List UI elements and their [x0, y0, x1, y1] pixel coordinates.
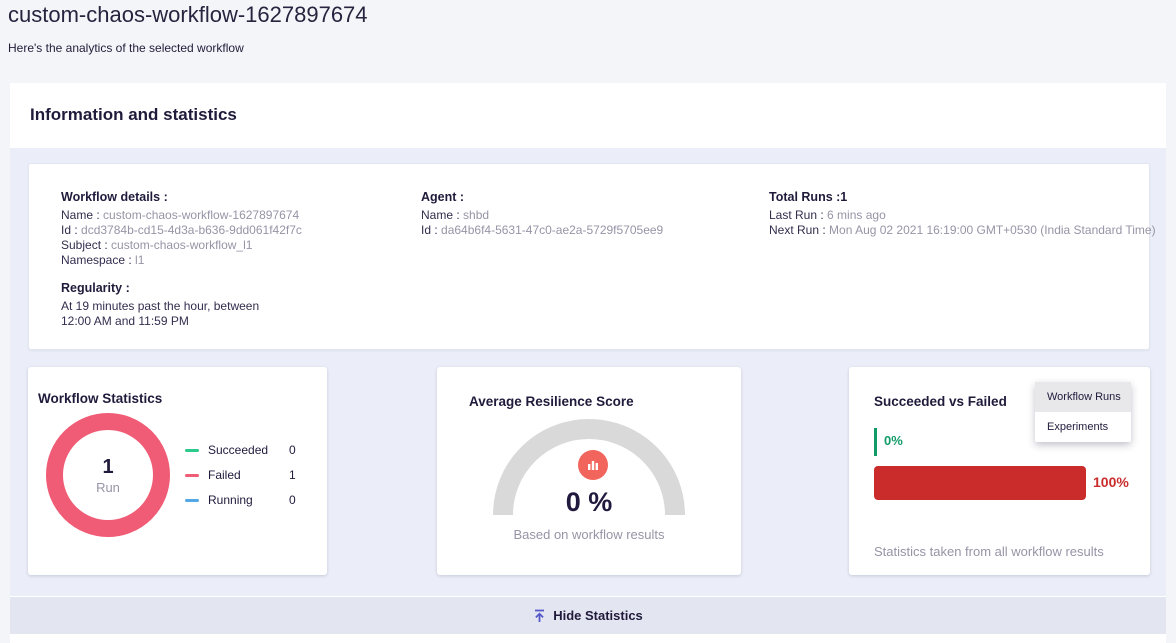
- legend-item-failed: Failed 1: [185, 468, 303, 482]
- workflow-statistics-card: Workflow Statistics 1 Run Succeeded 0 Fa…: [28, 367, 327, 575]
- legend-item-running: Running 0: [185, 493, 303, 507]
- succeeded-dash-icon: [185, 448, 199, 452]
- workflow-details-panel: Workflow details : Name : custom-chaos-w…: [28, 163, 1156, 350]
- failed-bar: [874, 466, 1086, 500]
- agent-details-column: Agent : Name : shbd Id : da64b6f4-5631-4…: [421, 190, 751, 238]
- running-dash-icon: [185, 498, 199, 502]
- bar-chart-icon: [578, 450, 608, 480]
- succeeded-vs-failed-caption: Statistics taken from all workflow resul…: [874, 544, 1104, 559]
- page-header: custom-chaos-workflow-1627897674 Here's …: [0, 0, 1176, 83]
- resilience-gauge-chart: [493, 419, 685, 515]
- failed-percentage: 100%: [1093, 474, 1129, 490]
- detail-field-name: Name : custom-chaos-workflow-1627897674: [61, 208, 300, 222]
- last-run-field: Last Run : 6 mins ago: [769, 208, 886, 222]
- detail-field-namespace: Namespace : l1: [61, 253, 145, 267]
- runs-donut-chart: 1 Run: [46, 413, 170, 537]
- agent-heading: Agent :: [421, 190, 465, 204]
- statistics-section: Workflow details : Name : custom-chaos-w…: [10, 148, 1166, 596]
- workflow-details-heading: Workflow details :: [61, 190, 168, 204]
- menu-item-workflow-runs[interactable]: Workflow Runs: [1035, 382, 1131, 412]
- failed-dash-icon: [185, 473, 199, 477]
- total-runs-heading: Total Runs :1: [769, 190, 848, 204]
- regularity-heading: Regularity :: [61, 281, 130, 295]
- regularity-block: Regularity : At 19 minutes past the hour…: [61, 281, 391, 329]
- succeeded-vs-failed-title: Succeeded vs Failed: [874, 394, 1007, 409]
- resilience-score-title: Average Resilience Score: [469, 394, 634, 409]
- resilience-score-value: 0 %: [565, 487, 613, 517]
- workflow-details-column: Workflow details : Name : custom-chaos-w…: [61, 190, 391, 329]
- page-subtitle: Here's the analytics of the selected wor…: [8, 41, 244, 55]
- next-run-field: Next Run : Mon Aug 02 2021 16:19:00 GMT+…: [769, 223, 1156, 237]
- detail-field-subject: Subject : custom-chaos-workflow_l1: [61, 238, 253, 252]
- main-panel: Information and statistics Workflow deta…: [10, 83, 1166, 643]
- regularity-text: At 19 minutes past the hour, between 12:…: [61, 299, 260, 328]
- succeeded-bar: [874, 428, 877, 456]
- succeeded-percentage: 0%: [884, 433, 903, 448]
- resilience-score-caption: Based on workflow results: [513, 527, 665, 542]
- succeeded-vs-failed-card: Succeeded vs Failed Workflow Runs Experi…: [849, 367, 1150, 575]
- resilience-score-card: Average Resilience Score 0 % Based on wo…: [437, 367, 741, 575]
- donut-legend: Succeeded 0 Failed 1 Running 0: [185, 443, 303, 507]
- workflow-statistics-title: Workflow Statistics: [38, 391, 163, 406]
- hide-statistics-label: Hide Statistics: [553, 608, 643, 623]
- hide-statistics-button[interactable]: Hide Statistics: [10, 597, 1166, 634]
- runs-details-column: Total Runs :1 Last Run : 6 mins ago Next…: [769, 190, 1159, 238]
- page-title: custom-chaos-workflow-1627897674: [8, 2, 368, 27]
- collapse-up-icon: [535, 609, 545, 622]
- agent-field-id: Id : da64b6f4-5631-47c0-ae2a-5729f5705ee…: [421, 223, 664, 237]
- donut-center-label: 1 Run: [96, 455, 120, 495]
- menu-item-experiments[interactable]: Experiments: [1047, 421, 1109, 433]
- section-heading: Information and statistics: [30, 105, 237, 124]
- agent-field-name: Name : shbd: [421, 208, 490, 222]
- results-filter-menu: Workflow Runs Experiments: [1035, 382, 1131, 442]
- detail-field-id: Id : dcd3784b-cd15-4d3a-b636-9dd061f42f7…: [61, 223, 302, 237]
- legend-item-succeeded: Succeeded 0: [185, 443, 303, 457]
